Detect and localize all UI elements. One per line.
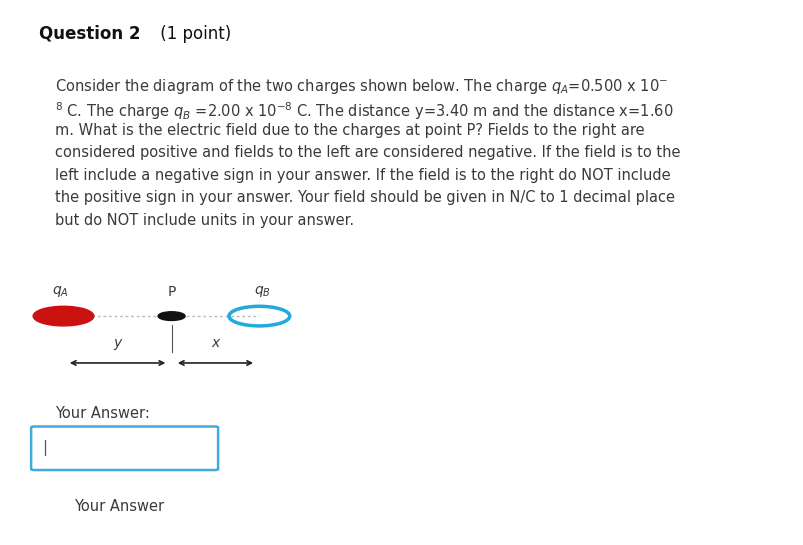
Text: x: x xyxy=(211,336,219,350)
Text: m. What is the electric field due to the charges at point P? Fields to the right: m. What is the electric field due to the… xyxy=(55,123,643,138)
Circle shape xyxy=(158,312,185,320)
Text: left include a negative sign in your answer. If the field is to the right do NOT: left include a negative sign in your ans… xyxy=(55,168,670,183)
Text: y: y xyxy=(113,336,121,350)
Text: Your Answer:: Your Answer: xyxy=(55,406,149,421)
Text: $q_A$: $q_A$ xyxy=(51,283,68,299)
Text: considered positive and fields to the left are considered negative. If the field: considered positive and fields to the le… xyxy=(55,145,679,160)
Text: $q_B$: $q_B$ xyxy=(254,283,271,299)
Text: |: | xyxy=(42,440,47,456)
Text: but do NOT include units in your answer.: but do NOT include units in your answer. xyxy=(55,213,353,228)
Text: Question 2: Question 2 xyxy=(39,25,140,43)
Text: P: P xyxy=(167,284,176,299)
Text: Consider the diagram of the two charges shown below. The charge $q_A$=0.500 x 10: Consider the diagram of the two charges … xyxy=(55,77,667,96)
Text: (1 point): (1 point) xyxy=(155,25,231,43)
Text: Your Answer: Your Answer xyxy=(74,499,164,514)
Circle shape xyxy=(33,306,94,326)
Text: the positive sign in your answer. Your field should be given in N/C to 1 decimal: the positive sign in your answer. Your f… xyxy=(55,191,674,205)
Text: $^{8}$ C. The charge $q_B$ =2.00 x 10$^{-8}$ C. The distance y=3.40 m and the di: $^{8}$ C. The charge $q_B$ =2.00 x 10$^{… xyxy=(55,100,672,122)
FancyBboxPatch shape xyxy=(31,427,218,470)
